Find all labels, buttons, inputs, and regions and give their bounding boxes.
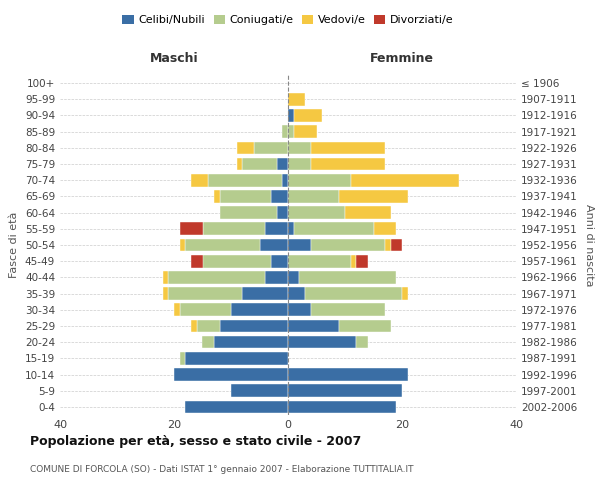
Bar: [356, 255, 368, 268]
Bar: [288, 336, 356, 348]
Bar: [231, 384, 288, 397]
Bar: [197, 320, 220, 332]
Bar: [220, 206, 277, 219]
Y-axis label: Fasce di età: Fasce di età: [10, 212, 19, 278]
Bar: [163, 288, 168, 300]
Bar: [311, 142, 385, 154]
Bar: [185, 400, 288, 413]
Bar: [294, 126, 317, 138]
Bar: [288, 109, 294, 122]
Bar: [180, 238, 185, 252]
Bar: [203, 222, 265, 235]
Bar: [288, 190, 340, 202]
Bar: [191, 255, 203, 268]
Bar: [174, 368, 288, 381]
Bar: [202, 336, 214, 348]
Bar: [288, 174, 350, 186]
Bar: [277, 158, 288, 170]
Bar: [242, 158, 277, 170]
Bar: [163, 271, 168, 283]
Bar: [265, 222, 288, 235]
Bar: [283, 126, 288, 138]
Bar: [311, 158, 385, 170]
Bar: [265, 271, 288, 283]
Bar: [254, 142, 288, 154]
Y-axis label: Anni di nascita: Anni di nascita: [584, 204, 594, 286]
Bar: [288, 222, 294, 235]
Text: COMUNE DI FORCOLA (SO) - Dati ISTAT 1° gennaio 2007 - Elaborazione TUTTITALIA.IT: COMUNE DI FORCOLA (SO) - Dati ISTAT 1° g…: [30, 465, 413, 474]
Bar: [208, 174, 283, 186]
Bar: [288, 126, 294, 138]
Bar: [168, 271, 265, 283]
Bar: [231, 304, 288, 316]
Bar: [180, 304, 231, 316]
Text: Popolazione per età, sesso e stato civile - 2007: Popolazione per età, sesso e stato civil…: [30, 435, 361, 448]
Bar: [340, 320, 391, 332]
Bar: [288, 400, 397, 413]
Bar: [373, 222, 397, 235]
Bar: [214, 190, 220, 202]
Bar: [294, 109, 322, 122]
Bar: [288, 206, 345, 219]
Bar: [283, 174, 288, 186]
Bar: [294, 222, 373, 235]
Bar: [288, 384, 402, 397]
Bar: [271, 255, 288, 268]
Bar: [220, 320, 288, 332]
Bar: [288, 93, 305, 106]
Bar: [185, 352, 288, 364]
Bar: [288, 158, 311, 170]
Bar: [288, 320, 340, 332]
Bar: [260, 238, 288, 252]
Bar: [356, 336, 368, 348]
Bar: [237, 142, 254, 154]
Legend: Celibi/Nubili, Coniugati/e, Vedovi/e, Divorziati/e: Celibi/Nubili, Coniugati/e, Vedovi/e, Di…: [118, 10, 458, 29]
Bar: [311, 238, 385, 252]
Bar: [180, 222, 203, 235]
Bar: [288, 255, 350, 268]
Bar: [385, 238, 391, 252]
Text: Femmine: Femmine: [370, 52, 434, 66]
Bar: [277, 206, 288, 219]
Bar: [271, 190, 288, 202]
Bar: [340, 190, 408, 202]
Bar: [288, 142, 311, 154]
Bar: [288, 288, 305, 300]
Bar: [311, 304, 385, 316]
Bar: [288, 271, 299, 283]
Bar: [174, 304, 180, 316]
Bar: [242, 288, 288, 300]
Bar: [202, 255, 271, 268]
Bar: [288, 368, 408, 381]
Bar: [237, 158, 242, 170]
Bar: [391, 238, 402, 252]
Bar: [191, 320, 197, 332]
Bar: [191, 174, 208, 186]
Bar: [220, 190, 271, 202]
Bar: [299, 271, 396, 283]
Bar: [185, 238, 260, 252]
Text: Maschi: Maschi: [149, 52, 199, 66]
Bar: [168, 288, 242, 300]
Bar: [288, 304, 311, 316]
Bar: [305, 288, 402, 300]
Bar: [214, 336, 288, 348]
Bar: [288, 238, 311, 252]
Bar: [350, 174, 459, 186]
Bar: [180, 352, 185, 364]
Bar: [345, 206, 391, 219]
Bar: [350, 255, 356, 268]
Bar: [402, 288, 408, 300]
